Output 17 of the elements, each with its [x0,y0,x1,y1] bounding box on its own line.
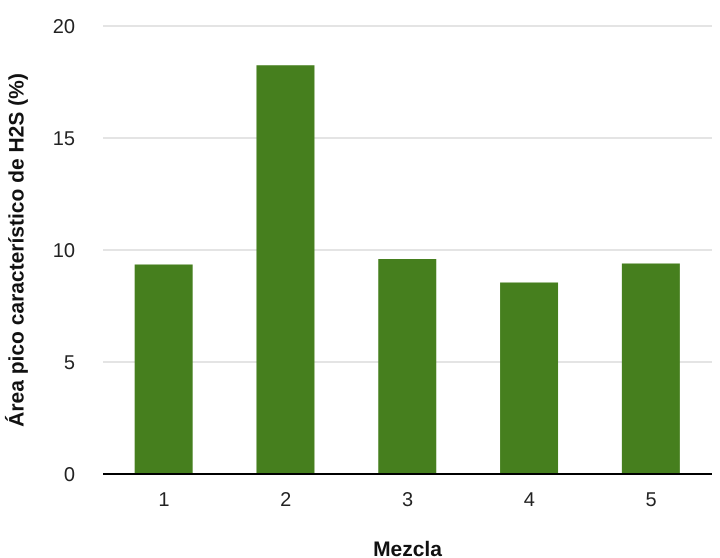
bar [622,263,680,474]
x-tick-label: 4 [524,489,535,512]
x-axis-title: Mezcla [373,538,442,558]
x-tick-label: 1 [158,489,170,512]
bar [134,264,193,474]
bar [256,65,314,474]
bar [378,258,436,474]
y-tick-label: 5 [64,352,75,374]
y-tick-label: 0 [64,464,75,486]
y-tick-label: 20 [52,16,75,38]
x-tick-label: 3 [402,489,414,512]
bar [500,282,558,474]
x-tick-label: 2 [280,489,292,512]
y-tick-label: 15 [52,128,75,150]
y-axis-title: Área pico característico de H2S (%) [4,73,28,427]
y-tick-label: 10 [52,240,75,262]
x-tick-label: 5 [646,489,657,512]
